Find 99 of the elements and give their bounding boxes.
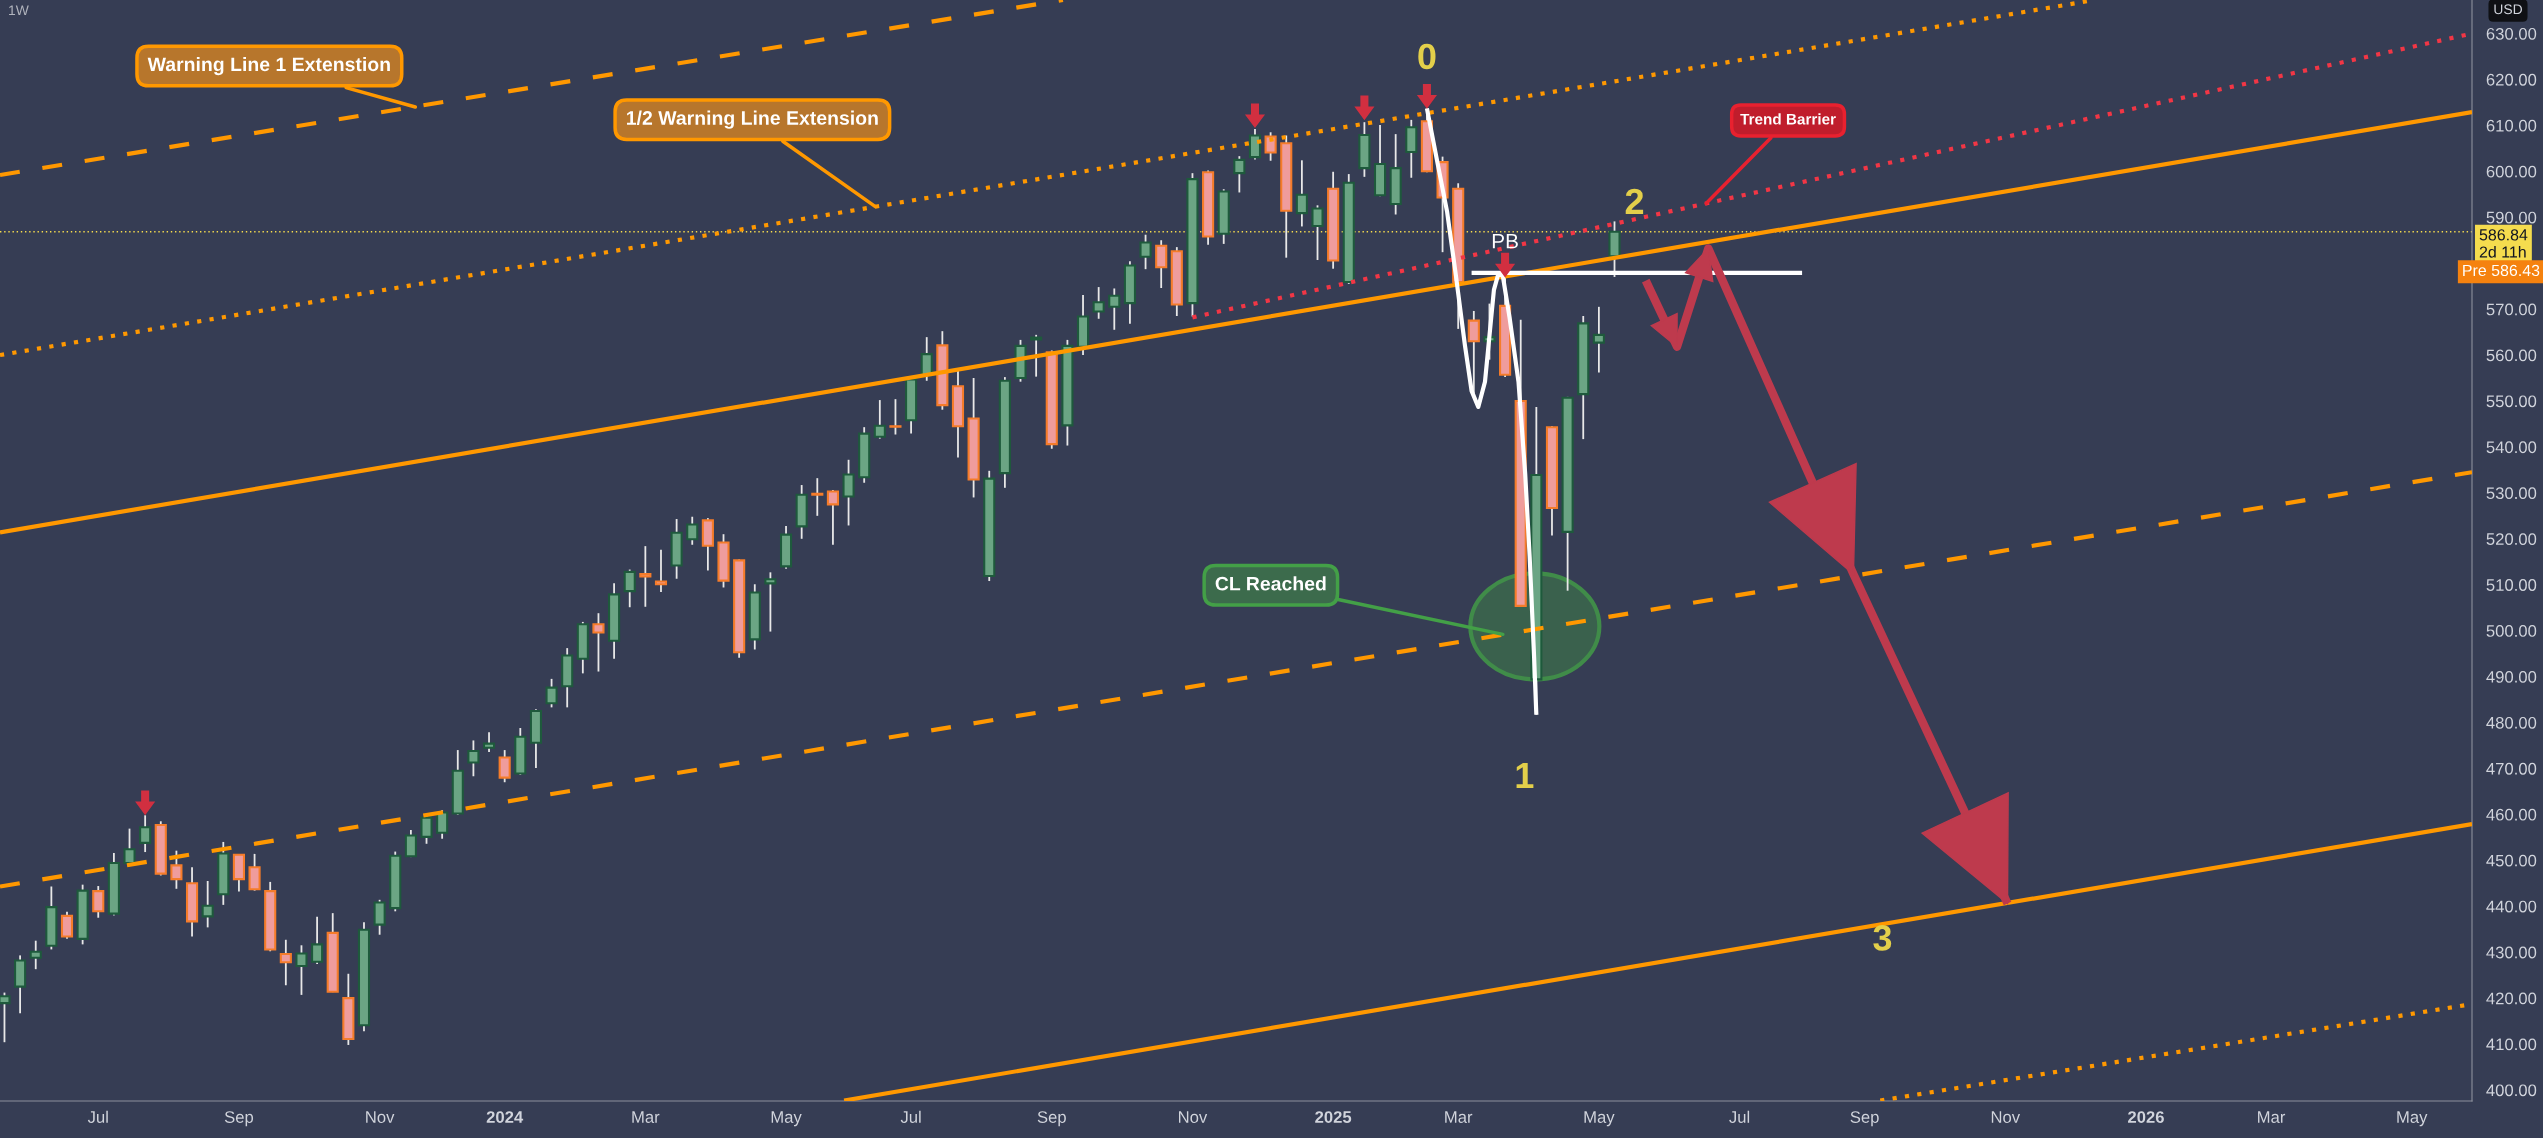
x-tick-label: May <box>2397 1111 2428 1127</box>
y-axis-title: USD <box>2494 4 2522 15</box>
annotation: Trend Barrier <box>1740 113 1836 125</box>
point <box>1354 95 1375 121</box>
candlestick <box>1108 287 1121 331</box>
candlestick <box>279 938 292 987</box>
candlestick <box>1155 239 1168 289</box>
x-tick-label: Sep <box>1037 1111 1066 1127</box>
x-tick-label: May <box>1584 1111 1615 1127</box>
y-tick-label: 410.00 <box>2486 1038 2537 1051</box>
y-tick-label: 540.00 <box>2486 441 2537 454</box>
candlestick <box>0 991 11 1044</box>
annotation: 0 <box>1418 43 1436 70</box>
candlestick <box>873 399 886 440</box>
candlestick <box>1467 310 1480 395</box>
x-tick-label: Jul <box>900 1110 921 1123</box>
candlestick <box>482 731 496 753</box>
x-tick-label: Sep <box>224 1111 254 1127</box>
x-tick-label: Mar <box>2258 1111 2286 1123</box>
annotation: PB <box>1492 234 1518 249</box>
y-tick-label: 400.00 <box>2486 1084 2537 1097</box>
y-tick-label: 530.00 <box>2486 487 2537 500</box>
candlestick <box>295 944 308 996</box>
x-tick-label: Mar <box>632 1111 660 1123</box>
annotation: 1/2 Warning Line Extension <box>627 110 878 129</box>
point <box>1244 103 1266 129</box>
candlestick <box>139 814 152 853</box>
y-tick-label: 510.00 <box>2486 579 2537 591</box>
y-tick-label: 460.00 <box>2486 808 2537 821</box>
annotation: Pre 586.43 <box>2463 264 2540 277</box>
annotation: Warning Line 1 Extenstion <box>147 56 390 76</box>
y-tick-label: 550.00 <box>2486 395 2537 408</box>
candlestick <box>404 829 417 859</box>
candlestick <box>1248 128 1262 161</box>
point <box>1495 252 1516 278</box>
candlestick <box>311 915 324 966</box>
point <box>1416 84 1437 109</box>
candlestick <box>201 880 214 929</box>
x-tick-label: Jul <box>87 1110 108 1123</box>
y-tick-label: 620.00 <box>2486 73 2537 86</box>
candlestick <box>764 571 777 633</box>
candlestick <box>826 489 839 546</box>
annotation: 1 <box>1516 763 1534 788</box>
candlestick <box>1264 131 1277 162</box>
candlestick <box>1592 305 1605 374</box>
candlestick <box>373 898 386 936</box>
candlestick <box>498 749 511 784</box>
point <box>135 790 156 816</box>
candlestick <box>92 885 105 919</box>
y-tick-label: 570.00 <box>2486 303 2537 316</box>
y-tick-label: 430.00 <box>2486 946 2537 959</box>
x-tick-label: 2025 <box>1315 1111 1352 1123</box>
y-tick-label: 590.00 <box>2486 211 2537 224</box>
candlestick <box>29 939 42 971</box>
y-tick-label: 630.00 <box>2486 27 2537 40</box>
x-tick-label: 2026 <box>2128 1111 2164 1123</box>
candlestick <box>889 398 902 436</box>
annotation: CL Reached <box>1215 576 1326 591</box>
candlestick <box>248 852 261 892</box>
y-tick-label: 600.00 <box>2486 165 2537 178</box>
x-tick-label: Nov <box>1179 1111 1208 1123</box>
y-tick-label: 610.00 <box>2486 119 2537 132</box>
x-tick-label: 2024 <box>486 1111 524 1123</box>
candlestick <box>545 677 558 709</box>
x-tick-label: Sep <box>1850 1111 1879 1127</box>
annotation: 3 <box>1873 925 1892 951</box>
candlestick <box>1311 204 1324 261</box>
y-tick-label: 480.00 <box>2486 716 2537 729</box>
y-tick-label: 420.00 <box>2486 992 2537 1005</box>
candlestick <box>123 827 136 865</box>
y-tick-label: 520.00 <box>2486 533 2537 545</box>
chart-title: 1W <box>9 5 29 16</box>
candlestick <box>623 568 636 609</box>
candlestick <box>1233 155 1246 194</box>
candlestick <box>170 849 183 890</box>
y-tick-label: 440.00 <box>2486 900 2537 913</box>
candlestick <box>811 477 824 517</box>
y-tick-label: 500.00 <box>2486 625 2537 637</box>
ref-line-label: 586.84 2d 11h <box>2479 229 2528 258</box>
y-tick-label: 490.00 <box>2486 670 2537 683</box>
annotation: 2 <box>1625 188 1644 214</box>
candlestick <box>1139 233 1152 271</box>
x-tick-label: Jul <box>1729 1110 1750 1123</box>
candlestick <box>654 548 668 593</box>
x-tick-label: Mar <box>1445 1111 1473 1123</box>
candlestick <box>842 458 855 527</box>
candlestick <box>60 910 74 940</box>
x-tick-label: Nov <box>366 1111 395 1123</box>
candlestick <box>1092 286 1105 320</box>
candlestick <box>1295 159 1308 228</box>
y-tick-label: 560.00 <box>2486 349 2537 362</box>
y-tick-label: 470.00 <box>2486 762 2537 775</box>
y-tick-label: 450.00 <box>2486 854 2537 867</box>
candlestick <box>686 515 699 546</box>
x-tick-label: Nov <box>1991 1111 2021 1123</box>
candlestick <box>592 612 605 673</box>
candlestick <box>467 739 480 778</box>
x-tick-label: May <box>771 1111 802 1127</box>
candlestick <box>639 545 652 608</box>
